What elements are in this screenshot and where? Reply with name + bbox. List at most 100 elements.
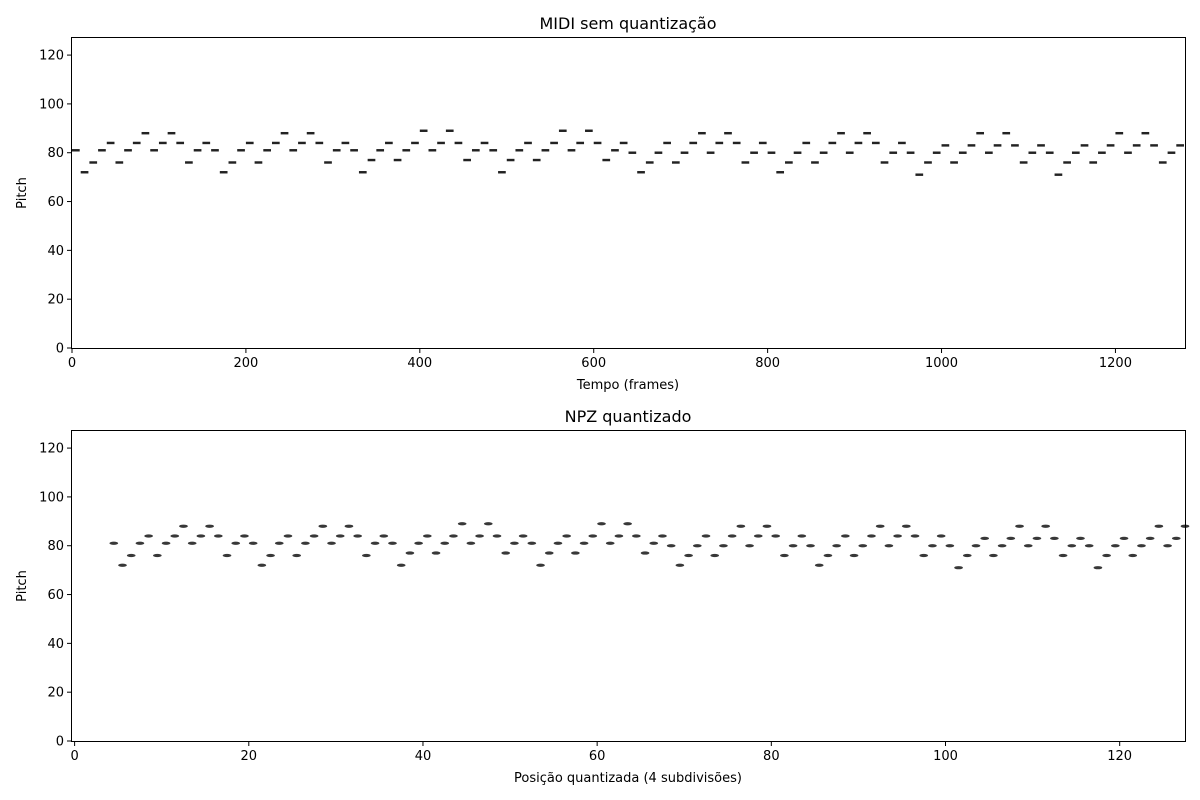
note-118 — [1098, 151, 1106, 154]
note-23 — [271, 141, 280, 145]
note-77 — [741, 161, 750, 164]
note-114 — [1102, 553, 1111, 558]
note-40 — [457, 522, 467, 526]
note-68 — [701, 534, 711, 538]
x-tick-label: 80 — [763, 749, 780, 764]
note-3 — [135, 541, 145, 545]
note-layer — [72, 129, 1184, 176]
note-116 — [1119, 536, 1129, 541]
note-33 — [358, 171, 367, 174]
note-57 — [567, 149, 576, 152]
note-100 — [980, 536, 990, 541]
note-52 — [562, 534, 572, 538]
note-65 — [637, 171, 645, 174]
note-21 — [292, 553, 302, 558]
note-2 — [126, 553, 136, 558]
note-37 — [393, 158, 402, 162]
note-92 — [910, 534, 920, 538]
note-69 — [710, 553, 720, 558]
note-47 — [518, 534, 528, 538]
note-11 — [205, 524, 214, 528]
note-13 — [185, 161, 193, 164]
note-53 — [532, 158, 541, 162]
note-4 — [144, 534, 153, 538]
note-95 — [898, 141, 906, 145]
note-50 — [506, 158, 515, 162]
note-27 — [344, 524, 354, 528]
note-17 — [257, 563, 267, 567]
note-1 — [118, 563, 127, 567]
x-tick-label: 40 — [415, 749, 432, 764]
note-120 — [1154, 524, 1164, 528]
note-68 — [663, 141, 671, 145]
note-91 — [901, 524, 911, 528]
note-108 — [1050, 536, 1059, 541]
note-42 — [475, 534, 484, 538]
note-27 — [306, 131, 315, 135]
note-42 — [437, 141, 445, 145]
note-78 — [788, 544, 798, 548]
note-0 — [109, 541, 119, 545]
note-107 — [1041, 524, 1051, 528]
note-89 — [884, 544, 894, 548]
note-9 — [187, 541, 197, 545]
note-74 — [753, 534, 763, 538]
note-43 — [483, 522, 493, 526]
note-104 — [1015, 524, 1024, 528]
x-tick-label: 100 — [933, 749, 958, 764]
note-90 — [893, 534, 902, 538]
chart-title: MIDI sem quantização — [539, 14, 716, 33]
note-2 — [89, 161, 98, 164]
x-tick-label: 20 — [241, 749, 258, 764]
note-55 — [550, 141, 558, 145]
plot-frame — [71, 430, 1186, 742]
note-103 — [1006, 536, 1016, 541]
note-46 — [471, 149, 480, 152]
x-tick-label: 0 — [70, 749, 78, 764]
note-70 — [680, 151, 689, 154]
note-10 — [196, 534, 206, 538]
note-31 — [341, 141, 350, 145]
note-20 — [245, 141, 254, 145]
note-82 — [823, 553, 833, 558]
note-107 — [1002, 131, 1011, 135]
note-76 — [771, 534, 781, 538]
y-tick-label: 60 — [47, 588, 64, 603]
note-59 — [585, 129, 593, 132]
note-122 — [1132, 144, 1141, 147]
note-45 — [501, 551, 511, 555]
note-99 — [971, 544, 981, 548]
note-26 — [298, 141, 306, 145]
note-18 — [228, 161, 237, 164]
note-67 — [692, 544, 702, 548]
note-93 — [919, 553, 929, 558]
note-59 — [623, 522, 632, 526]
note-58 — [576, 141, 585, 145]
note-16 — [211, 149, 219, 152]
note-121 — [1124, 151, 1132, 154]
note-29 — [362, 553, 371, 558]
note-111 — [1076, 536, 1085, 541]
note-36 — [385, 141, 393, 145]
note-40 — [419, 129, 428, 132]
note-111 — [1037, 144, 1045, 147]
note-71 — [727, 534, 737, 538]
note-65 — [675, 563, 685, 567]
note-71 — [689, 141, 698, 145]
note-34 — [367, 158, 376, 162]
y-tick-label: 120 — [39, 49, 64, 64]
note-113 — [1054, 173, 1063, 176]
y-tick-label: 20 — [47, 293, 64, 308]
x-tick-label: 800 — [755, 356, 780, 371]
x-tick-label: 1000 — [925, 356, 958, 371]
note-87 — [828, 141, 837, 145]
y-tick-label: 120 — [39, 442, 64, 457]
note-54 — [541, 149, 550, 152]
note-126 — [1167, 151, 1176, 154]
note-28 — [353, 534, 362, 538]
note-30 — [332, 149, 341, 152]
note-63 — [619, 141, 628, 145]
note-73 — [745, 544, 754, 548]
note-23 — [309, 534, 319, 538]
